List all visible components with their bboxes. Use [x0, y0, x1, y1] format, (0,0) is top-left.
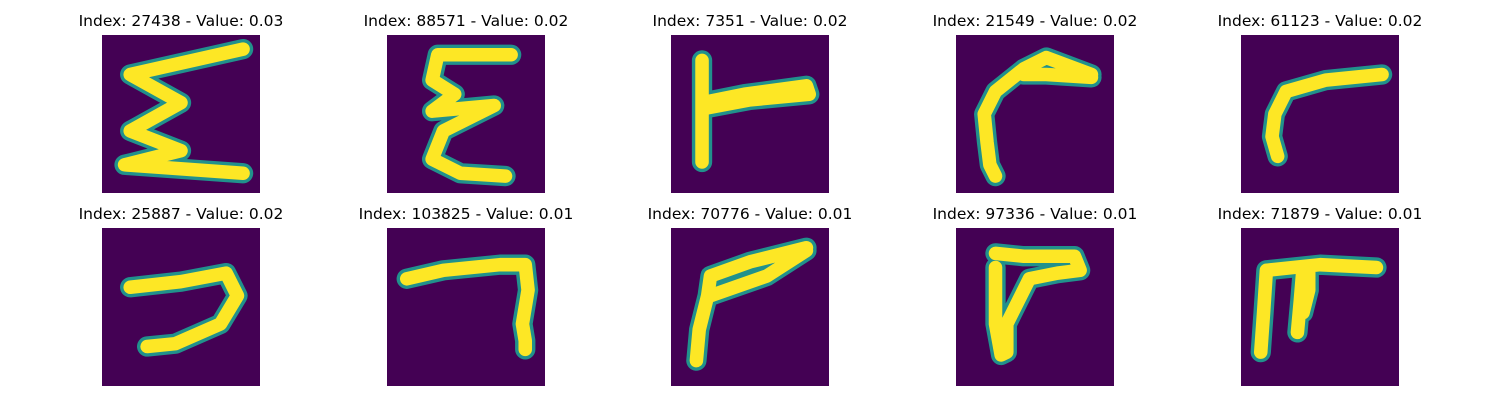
panel-title: Index: 61123 - Value: 0.02 [1217, 12, 1423, 30]
handwritten-glyph-image [1241, 35, 1399, 193]
image-panel-4: Index: 21549 - Value: 0.02 [933, 12, 1137, 193]
image-panel-10: Index: 71879 - Value: 0.01 [1218, 205, 1422, 386]
image-panel-8: Index: 70776 - Value: 0.01 [648, 205, 852, 386]
handwritten-glyph-image [956, 35, 1114, 193]
handwritten-glyph-image [956, 228, 1114, 386]
panel-title: Index: 97336 - Value: 0.01 [932, 205, 1138, 223]
image-panel-5: Index: 61123 - Value: 0.02 [1218, 12, 1422, 193]
panel-title: Index: 88571 - Value: 0.02 [363, 12, 569, 30]
image-panel-1: Index: 27438 - Value: 0.03 [79, 12, 283, 193]
handwritten-glyph-image [1241, 228, 1399, 386]
panel-title: Index: 70776 - Value: 0.01 [647, 205, 853, 223]
panel-title: Index: 21549 - Value: 0.02 [932, 12, 1138, 30]
image-panel-6: Index: 25887 - Value: 0.02 [79, 205, 283, 386]
image-panel-3: Index: 7351 - Value: 0.02 [653, 12, 847, 193]
panel-title: Index: 71879 - Value: 0.01 [1217, 205, 1423, 223]
image-panel-7: Index: 103825 - Value: 0.01 [359, 205, 573, 386]
panel-title: Index: 7351 - Value: 0.02 [652, 12, 848, 30]
panel-title: Index: 27438 - Value: 0.03 [78, 12, 284, 30]
handwritten-glyph-image [387, 35, 545, 193]
image-panel-2: Index: 88571 - Value: 0.02 [364, 12, 568, 193]
panel-title: Index: 103825 - Value: 0.01 [358, 205, 574, 223]
handwritten-glyph-image [387, 228, 545, 386]
panel-title: Index: 25887 - Value: 0.02 [78, 205, 284, 223]
handwritten-glyph-image [102, 228, 260, 386]
handwritten-glyph-image [671, 35, 829, 193]
handwritten-glyph-image [102, 35, 260, 193]
image-panel-9: Index: 97336 - Value: 0.01 [933, 205, 1137, 386]
handwritten-glyph-image [671, 228, 829, 386]
